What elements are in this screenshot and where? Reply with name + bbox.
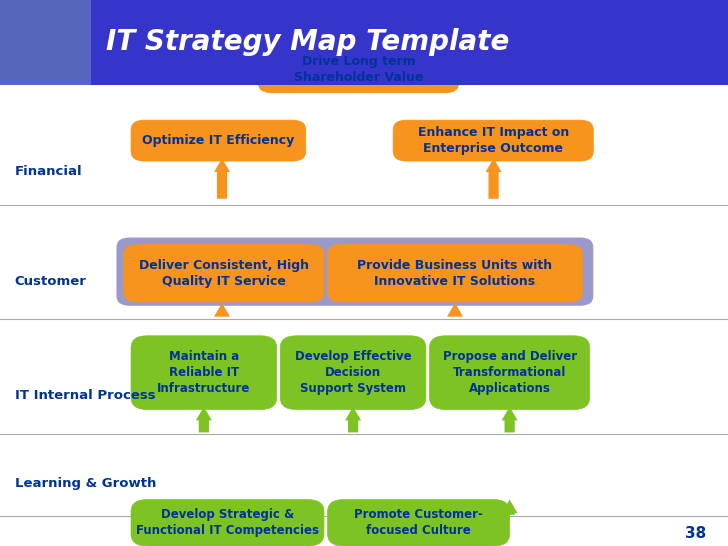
Text: Develop Effective
Decision
Support System: Develop Effective Decision Support Syste… (295, 350, 411, 395)
Text: 38: 38 (685, 526, 706, 541)
Bar (0, 0, 91, 85)
Polygon shape (214, 303, 230, 317)
Polygon shape (196, 500, 212, 515)
Polygon shape (486, 158, 502, 199)
FancyBboxPatch shape (430, 336, 590, 410)
Polygon shape (502, 407, 518, 432)
Text: Optimize IT Efficiency: Optimize IT Efficiency (142, 134, 295, 147)
Polygon shape (196, 407, 212, 432)
FancyBboxPatch shape (124, 245, 324, 302)
FancyBboxPatch shape (131, 500, 324, 546)
Text: Deliver Consistent, High
Quality IT Service: Deliver Consistent, High Quality IT Serv… (139, 259, 309, 288)
Text: Promote Customer-
focused Culture: Promote Customer- focused Culture (354, 508, 483, 537)
FancyBboxPatch shape (328, 245, 582, 302)
Text: Learning & Growth: Learning & Growth (15, 477, 156, 490)
Polygon shape (502, 500, 518, 515)
Text: Maintain a
Reliable IT
Infrastructure: Maintain a Reliable IT Infrastructure (157, 350, 250, 395)
FancyBboxPatch shape (393, 120, 593, 161)
Text: Propose and Deliver
Transformational
Applications: Propose and Deliver Transformational App… (443, 350, 577, 395)
Bar (91, 0, 728, 85)
Text: Develop Strategic &
Functional IT Competencies: Develop Strategic & Functional IT Compet… (136, 508, 319, 537)
FancyBboxPatch shape (131, 120, 306, 161)
Text: IT Strategy Map Template: IT Strategy Map Template (106, 28, 509, 56)
Text: Financial: Financial (15, 165, 82, 179)
FancyBboxPatch shape (131, 336, 277, 410)
FancyBboxPatch shape (258, 46, 459, 93)
FancyBboxPatch shape (116, 238, 593, 306)
Text: Drive Long term
Shareholder Value: Drive Long term Shareholder Value (294, 55, 423, 84)
FancyBboxPatch shape (328, 500, 510, 546)
Text: IT Internal Process: IT Internal Process (15, 389, 155, 402)
Text: Enhance IT Impact on
Enterprise Outcome: Enhance IT Impact on Enterprise Outcome (418, 126, 569, 155)
Polygon shape (345, 407, 361, 432)
Text: Customer: Customer (15, 275, 87, 288)
Polygon shape (214, 158, 230, 199)
Polygon shape (345, 500, 361, 515)
FancyBboxPatch shape (280, 336, 426, 410)
Polygon shape (447, 303, 463, 317)
Text: Provide Business Units with
Innovative IT Solutions: Provide Business Units with Innovative I… (357, 259, 553, 288)
